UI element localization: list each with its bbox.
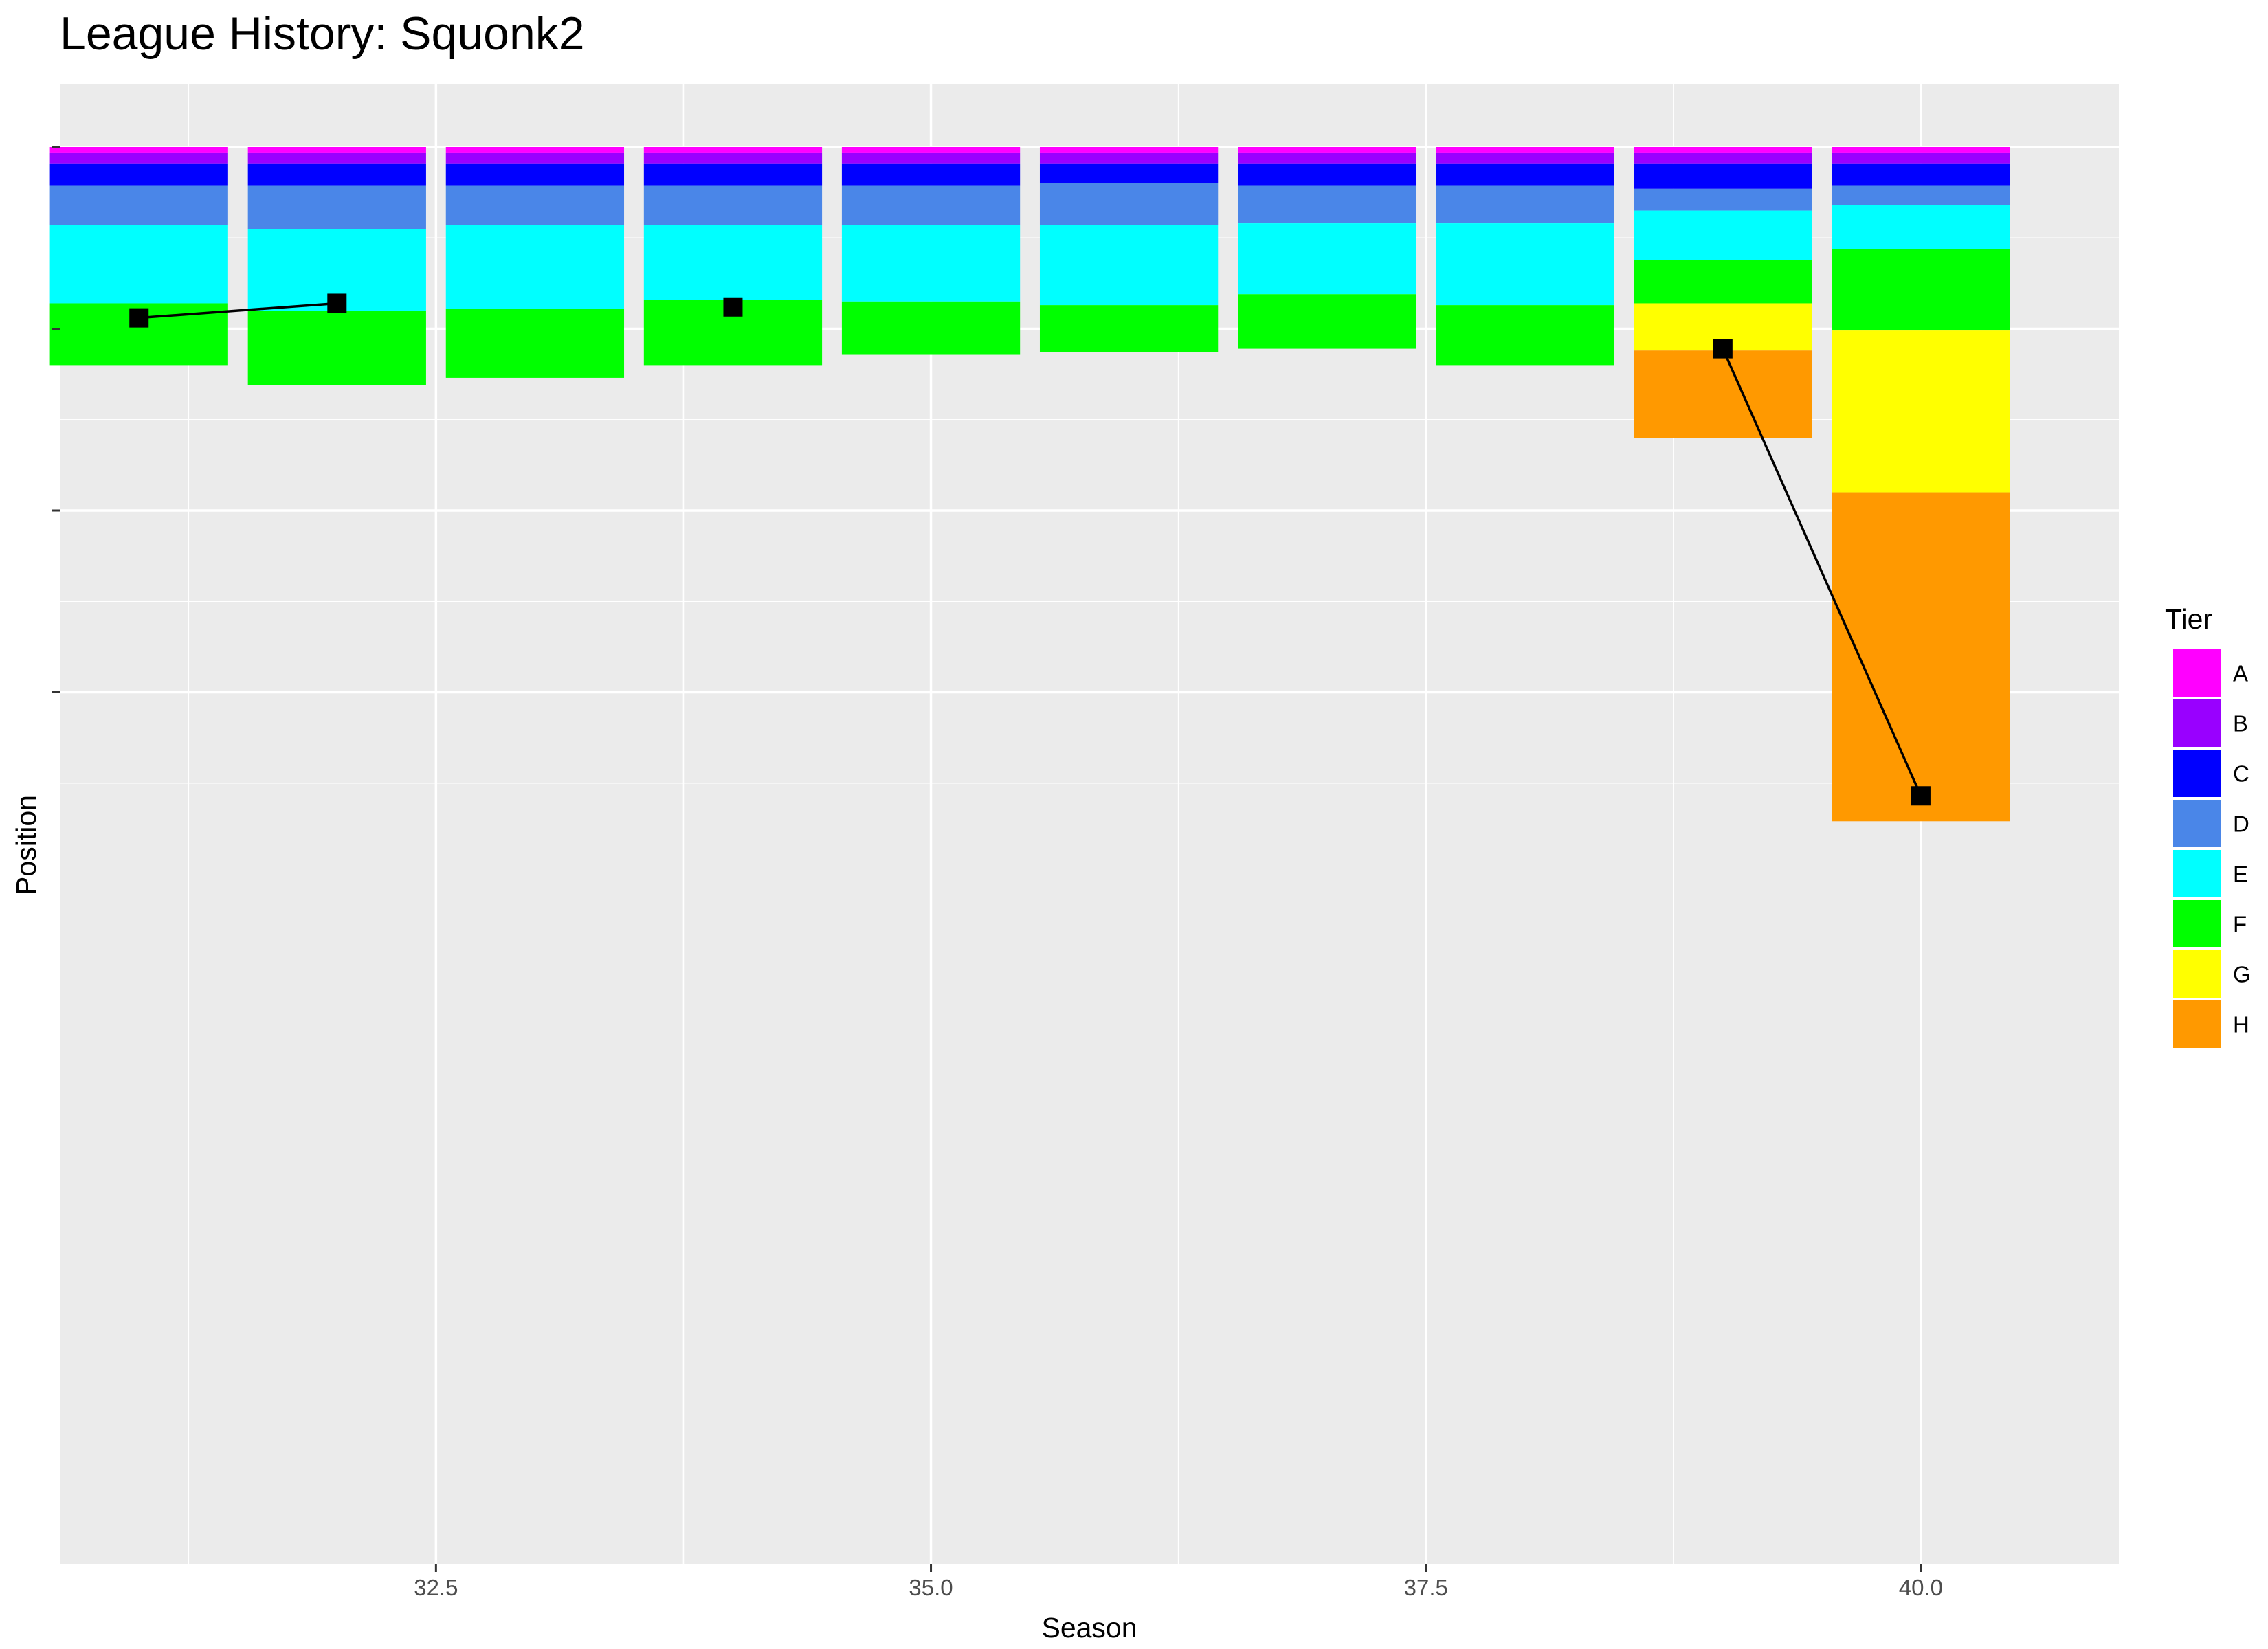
team-position-points — [129, 293, 1931, 806]
bar-segment-40-E — [1832, 205, 2010, 249]
x-tick-label: 32.5 — [414, 1575, 458, 1600]
bar-segment-33-B — [445, 152, 625, 164]
bar-segment-34-D — [643, 185, 823, 225]
legend-key-C — [2173, 750, 2221, 797]
bar-segment-34-B — [643, 152, 823, 164]
bar-segment-40-H — [1832, 492, 2010, 822]
legend-key-B — [2173, 699, 2221, 747]
bar-segment-36-E — [1039, 225, 1219, 306]
legend-label-F: F — [2233, 912, 2247, 937]
bar-segment-33-F — [445, 309, 625, 378]
bar-segment-38-A — [1436, 147, 1614, 153]
legend-key-E — [2173, 850, 2221, 897]
position-point-31 — [129, 308, 149, 328]
position-line-segment-31 — [139, 302, 337, 319]
bar-segment-38-F — [1436, 305, 1614, 366]
bar-segment-37-A — [1238, 147, 1416, 153]
position-point-32 — [327, 293, 347, 313]
bar-segment-40-F — [1832, 249, 2010, 331]
bar-segment-39-C — [1634, 163, 1812, 189]
legend-label-D: D — [2233, 811, 2249, 837]
bar-segment-33-D — [445, 185, 625, 225]
legend-label-G: G — [2233, 962, 2251, 987]
x-tick-label: 35.0 — [909, 1575, 953, 1600]
x-tick-label: 40.0 — [1899, 1575, 1943, 1600]
bar-segment-35-A — [841, 147, 1021, 153]
bar-segment-37-D — [1238, 185, 1416, 224]
legend-key-A — [2173, 649, 2221, 697]
legend-key-G — [2173, 950, 2221, 998]
bar-segment-34-E — [643, 225, 823, 300]
legend-label-E: E — [2233, 862, 2248, 887]
bar-segment-40-A — [1832, 147, 2010, 153]
position-point-40 — [1911, 786, 1931, 806]
bar-segment-37-C — [1238, 163, 1416, 186]
bar-segment-39-E — [1634, 210, 1812, 260]
team-position-line — [139, 302, 1922, 796]
bar-segment-38-B — [1436, 152, 1614, 164]
bar-segment-35-D — [841, 185, 1021, 225]
bar-segment-32-B — [247, 152, 426, 164]
bar-segment-39-A — [1634, 147, 1812, 153]
bar-segment-33-C — [445, 163, 625, 186]
legend-label-C: C — [2233, 761, 2249, 787]
bar-segment-36-C — [1039, 163, 1219, 183]
chart-title: League History: Squonk2 — [60, 8, 585, 60]
position-point-34 — [723, 297, 743, 317]
bar-segment-40-B — [1832, 152, 2010, 164]
bar-segment-35-E — [841, 225, 1021, 302]
bar-segment-38-E — [1436, 223, 1614, 306]
bar-segment-37-B — [1238, 152, 1416, 164]
bar-segment-40-G — [1832, 330, 2010, 493]
bar-segment-34-C — [643, 163, 823, 186]
bar-segment-36-D — [1039, 183, 1219, 225]
bar-segment-36-A — [1039, 147, 1219, 153]
legend-label-H: H — [2233, 1012, 2249, 1037]
legend-key-D — [2173, 800, 2221, 847]
bar-segment-33-E — [445, 225, 625, 309]
bar-segment-31-C — [49, 163, 228, 186]
bar-segment-32-D — [247, 185, 426, 229]
bar-segment-32-F — [247, 311, 426, 385]
x-axis-title: Season — [1041, 1612, 1137, 1644]
legend-title: Tier — [2165, 603, 2212, 635]
legend-label-A: A — [2233, 661, 2248, 686]
bar-segment-37-F — [1238, 294, 1416, 349]
bar-segment-39-B — [1634, 152, 1812, 164]
legend-key-F — [2173, 900, 2221, 947]
bar-segment-35-C — [841, 163, 1021, 186]
bar-segment-36-B — [1039, 152, 1219, 164]
y-axis-title: Position — [10, 795, 42, 895]
stacked-bars — [49, 147, 2010, 822]
bar-segment-36-F — [1039, 305, 1219, 352]
position-line-segment-39 — [1722, 348, 1922, 796]
bar-segment-39-F — [1634, 259, 1812, 304]
bar-segment-31-A — [49, 147, 228, 153]
bar-segment-31-E — [49, 225, 228, 304]
x-tick-label: 37.5 — [1404, 1575, 1448, 1600]
bar-segment-37-E — [1238, 223, 1416, 295]
bar-segment-39-H — [1634, 350, 1812, 438]
bar-segment-40-D — [1832, 185, 2010, 205]
bar-segment-32-A — [247, 147, 426, 153]
bar-segment-38-C — [1436, 163, 1614, 186]
bar-segment-39-D — [1634, 188, 1812, 211]
bar-segment-31-B — [49, 152, 228, 164]
bar-segment-34-A — [643, 147, 823, 153]
position-point-39 — [1713, 339, 1733, 359]
legend-key-H — [2173, 1000, 2221, 1048]
bar-segment-35-F — [841, 301, 1021, 355]
bar-segment-40-C — [1832, 163, 2010, 186]
axes: 32.5 35.0 37.5 40.0 — [52, 146, 1943, 1600]
legend-label-B: B — [2233, 711, 2248, 737]
bar-segment-31-D — [49, 185, 228, 225]
bar-segment-33-A — [445, 147, 625, 153]
bar-segment-38-D — [1436, 185, 1614, 224]
bar-segment-35-B — [841, 152, 1021, 164]
bar-segment-32-C — [247, 163, 426, 186]
